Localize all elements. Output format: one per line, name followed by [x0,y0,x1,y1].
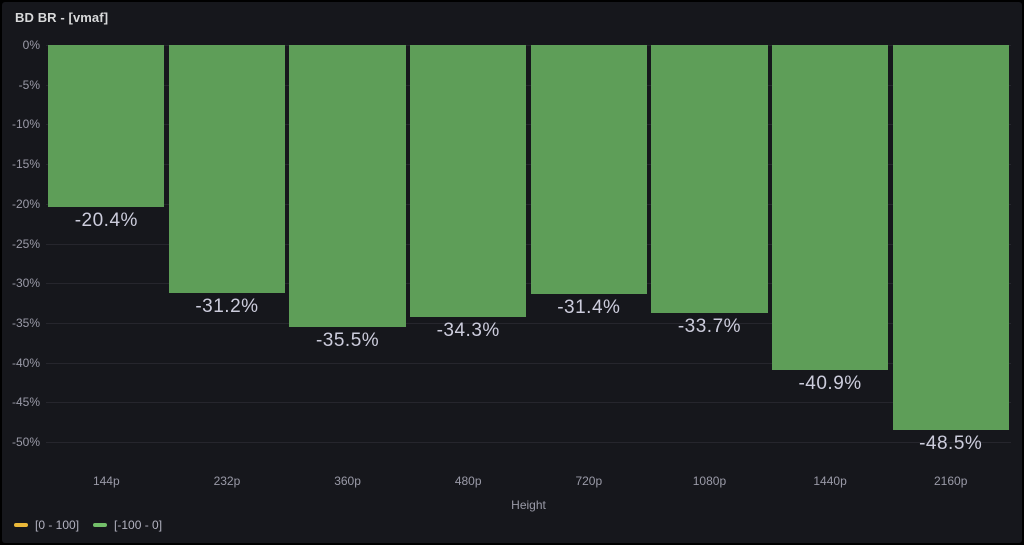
panel-title[interactable]: BD BR - [vmaf] [15,10,109,25]
gridline [46,283,1011,285]
gridline [46,243,1011,245]
y-tick-label: -35% [11,315,40,330]
x-axis: 144p 232p 360p 480p 720p 1080p 1440p 2160p [46,474,1011,490]
legend-swatch-icon [14,523,28,527]
bar-480p[interactable] [410,45,527,318]
gridline [46,164,1011,166]
legend-swatch-icon [93,523,108,527]
x-tick-label: 480p [454,474,482,488]
bar-360p[interactable] [289,45,406,327]
y-axis: 0% -5% -10% -15% -20% -25% -30% -35% -40% -45% -50… [2,38,40,449]
x-tick-label: 1440p [813,474,847,488]
y-tick-label: -10% [11,117,40,132]
gridline [46,124,1011,126]
bar-1440p[interactable] [771,45,889,370]
y-tick-label: -20% [11,196,40,211]
bar-value-label: -31.2% [195,295,259,317]
plot-area: -20.4% -31.2% -35.5% -34.3% -31.4% -33.7% -40.… [46,45,1011,454]
x-tick-label: 360p [334,474,361,488]
x-tick-label: 720p [575,474,603,488]
bar-232p[interactable] [168,45,286,293]
gridline [46,362,1011,364]
bar-1080p[interactable] [651,45,768,313]
x-axis-title: Height [511,498,546,512]
y-tick-label: -15% [11,157,40,172]
legend-label: [0 - 100] [35,518,80,532]
gridline [46,322,1011,324]
y-tick-label: -50% [11,435,40,449]
bar-value-label: -34.3% [436,320,500,342]
x-tick-label: 232p [213,474,241,488]
gridline [46,84,1011,86]
legend-label: [-100 - 0] [114,518,163,532]
x-tick-label: 2160p [934,474,968,488]
gridline [46,203,1011,205]
bar-144p[interactable] [48,45,165,207]
bar-720p[interactable] [530,45,647,295]
x-tick-label: 1080p [692,474,727,488]
y-tick-label: 0% [22,38,40,52]
y-tick-label: -40% [11,355,40,370]
bar-value-label: -48.5% [919,433,983,455]
x-tick-label: 144p [92,474,120,488]
gridline [46,45,1011,46]
legend-item[interactable]: [-100 - 0] [93,518,162,532]
legend-item[interactable]: [0 - 100] [14,518,79,532]
bar-value-label: -33.7% [677,315,742,337]
y-tick-label: -5% [18,77,40,92]
gridline [46,402,1011,404]
legend: [0 - 100] [-100 - 0] [14,516,162,534]
y-tick-label: -45% [11,395,40,410]
bar-value-label: -31.4% [557,297,621,319]
bar-value-label: -35.5% [315,329,380,351]
bar-value-label: -20.4% [74,209,138,231]
y-tick-label: -30% [11,276,40,291]
bar-value-label: -40.9% [798,372,862,394]
y-tick-label: -25% [11,236,40,251]
gridline [46,442,1011,443]
bar-2160p[interactable] [892,45,1009,431]
